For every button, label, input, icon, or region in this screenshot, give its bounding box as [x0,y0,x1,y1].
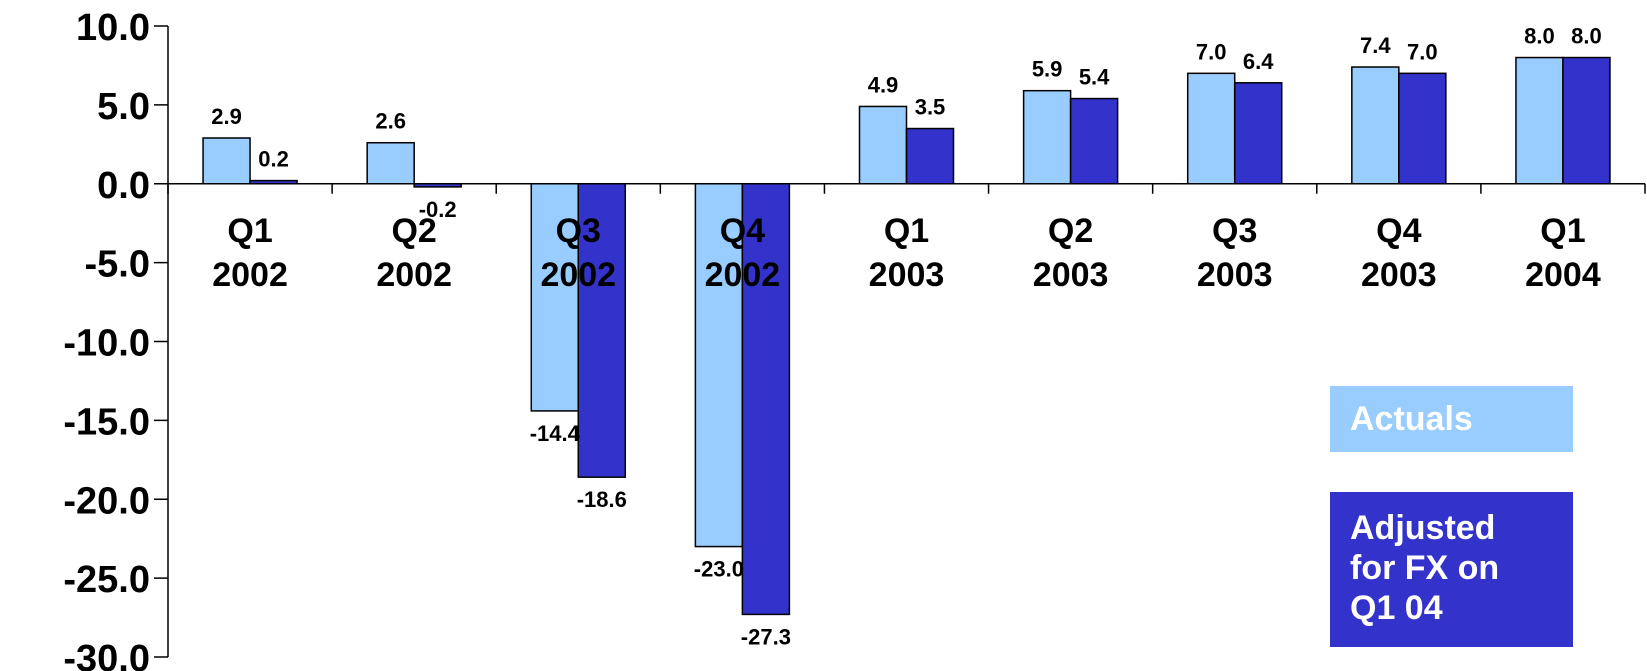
bar-actuals [1515,56,1564,185]
y-tick-label: -30.0 [63,638,150,671]
y-tick-label: -10.0 [63,323,150,365]
legend-adjusted: Adjusted for FX on Q1 04 [1330,492,1573,647]
bar-adjusted [1398,72,1447,185]
data-label: 3.5 [915,95,946,120]
bar-adjusted [741,183,791,616]
value-labels: 2.9 2.6 -14.4 -23.0 4.9 5.9 7.0 7.4 8.0 0.2 -0.2 -1… [211,24,1601,650]
data-label: 7.4 [1360,33,1391,58]
data-label: 2.6 [375,109,406,134]
bar-adjusted [577,183,627,478]
y-tick-label: 10.0 [76,7,150,49]
y-tick-label: -25.0 [63,559,150,601]
y-tick-label: -15.0 [63,401,150,443]
bar-actuals [858,105,908,185]
data-label: 8.0 [1524,24,1555,49]
data-label: -18.6 [577,487,627,512]
data-label: 7.0 [1407,39,1438,64]
bar-adjusted [1233,82,1283,185]
bar-actuals [202,137,251,185]
y-tick-label: -20.0 [63,480,150,522]
bar-actuals [1186,72,1236,185]
category-labels: Q1 2002 Q2 2002 Q3 2002 Q4 2002 Q1 2003 Q2 2003 Q3 20… [212,212,1601,294]
data-label: -0.2 [419,197,457,222]
bar-adjusted [249,179,298,185]
data-label: 8.0 [1571,24,1602,49]
legend-adjusted-label: Adjusted for FX on Q1 04 [1350,509,1500,627]
bar-actuals [1351,66,1400,185]
data-label: 5.9 [1032,57,1063,82]
bar-actuals [1022,89,1072,185]
data-label: 6.4 [1243,49,1274,74]
y-tick-label: 0.0 [97,165,150,207]
x-tick-label: Q4 2003 [1361,212,1437,294]
legend-actuals: Actuals [1330,386,1573,452]
bars [202,56,1611,616]
data-label: -27.3 [741,624,791,649]
x-tick-label: Q3 2002 [540,212,616,294]
bar-adjusted [905,127,955,185]
x-tick-label: Q1 2003 [869,212,945,294]
x-tick-label: Q1 2002 [212,212,288,294]
bar-adjusted [413,183,462,188]
bar-actuals [366,141,415,185]
data-label: 2.9 [211,104,242,129]
x-tick-label: Q2 2003 [1033,212,1109,294]
data-label: 0.2 [258,147,289,172]
y-tick-label: -5.0 [85,244,150,286]
x-tick-label: Q4 2002 [705,212,781,294]
x-axis [167,183,1646,194]
legend-actuals-label: Actuals [1350,400,1473,438]
bar-actuals [694,183,744,548]
y-axis: 10.0 5.0 0.0 -5.0 -10.0 -15.0 -20.0 -25.0 -30.0 [63,7,169,671]
x-tick-label: Q1 2004 [1525,212,1601,294]
data-label: -23.0 [694,557,744,582]
data-label: -14.4 [530,421,581,446]
bar-adjusted [1069,97,1119,185]
x-tick-label: Q2 2002 [376,212,452,294]
data-label: 4.9 [868,72,899,97]
data-label: 7.0 [1196,39,1227,64]
data-label: 5.4 [1079,65,1110,90]
bar-adjusted [1562,56,1611,185]
x-tick-label: Q3 2003 [1197,212,1273,294]
y-tick-label: 5.0 [97,86,150,128]
